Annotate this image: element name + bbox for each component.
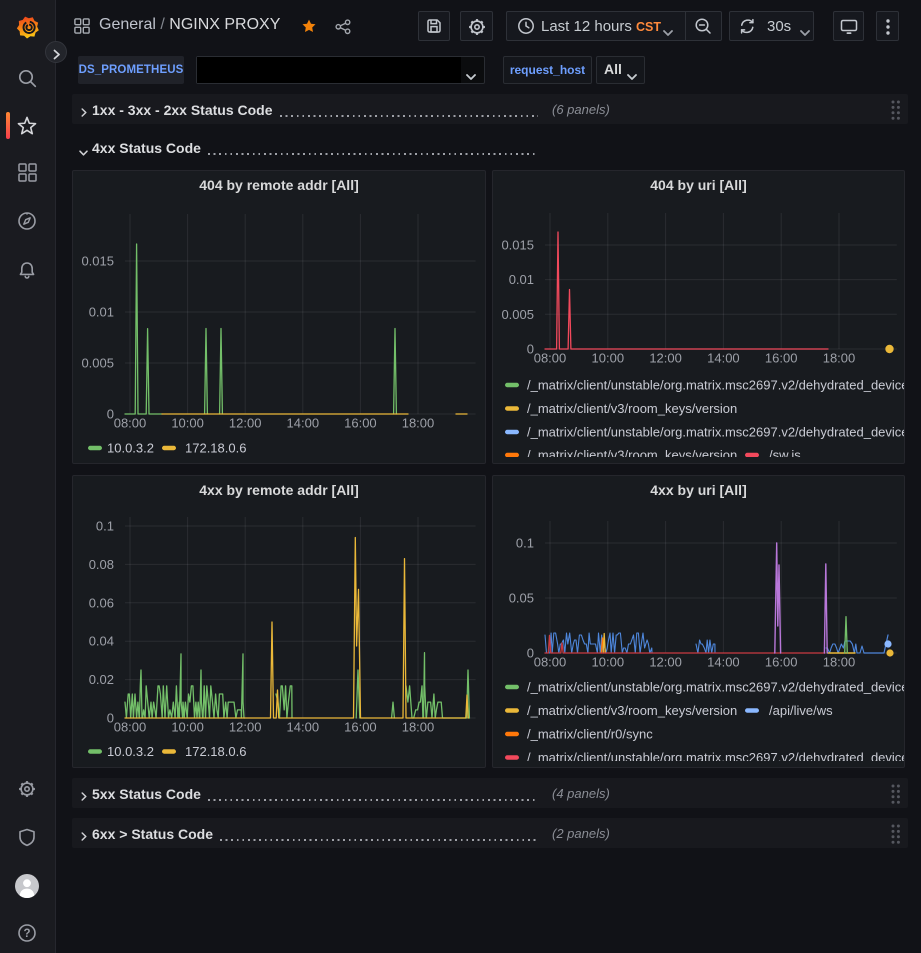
svg-text:0.05: 0.05: [509, 591, 534, 606]
svg-text:0: 0: [107, 407, 114, 422]
svg-text:08:00: 08:00: [114, 416, 147, 431]
svg-text:18:00: 18:00: [823, 351, 856, 366]
svg-text:0.005: 0.005: [501, 307, 534, 322]
svg-text:/_matrix/client/unstable/org.m: /_matrix/client/unstable/org.matrix.msc2…: [527, 378, 905, 393]
svg-text:10:00: 10:00: [171, 416, 204, 431]
svg-text:18:00: 18:00: [823, 655, 856, 670]
svg-text:18:00: 18:00: [402, 416, 435, 431]
svg-text:08:00: 08:00: [534, 655, 567, 670]
svg-text:08:00: 08:00: [534, 351, 567, 366]
svg-text:16:00: 16:00: [344, 720, 377, 735]
svg-text:14:00: 14:00: [707, 351, 740, 366]
svg-text:?: ?: [23, 928, 30, 940]
svg-text:/_matrix/client/unstable/org.m: /_matrix/client/unstable/org.matrix.msc2…: [527, 750, 905, 765]
svg-text:0.015: 0.015: [81, 254, 114, 269]
svg-text:0.02: 0.02: [89, 672, 114, 687]
svg-text:0.06: 0.06: [89, 595, 114, 610]
svg-text:10:00: 10:00: [171, 720, 204, 735]
svg-text:10.0.3.2: 10.0.3.2: [107, 441, 154, 456]
svg-text:16:00: 16:00: [765, 655, 798, 670]
svg-text:0: 0: [107, 711, 114, 726]
svg-text:14:00: 14:00: [707, 655, 740, 670]
svg-text:/_matrix/client/v3/room_keys/v: /_matrix/client/v3/room_keys/version: [527, 401, 737, 416]
svg-text:0.1: 0.1: [96, 519, 114, 534]
svg-text:0.01: 0.01: [509, 272, 534, 287]
svg-text:0.01: 0.01: [89, 305, 114, 320]
svg-text:/_matrix/client/unstable/org.m: /_matrix/client/unstable/org.matrix.msc2…: [527, 680, 905, 695]
svg-text:0.08: 0.08: [89, 557, 114, 572]
svg-text:10:00: 10:00: [592, 655, 625, 670]
svg-text:12:00: 12:00: [649, 351, 682, 366]
svg-text:172.18.0.6: 172.18.0.6: [185, 441, 246, 456]
svg-text:18:00: 18:00: [402, 720, 435, 735]
svg-text:0: 0: [527, 342, 534, 357]
svg-text:0.005: 0.005: [81, 356, 114, 371]
svg-text:16:00: 16:00: [344, 416, 377, 431]
svg-text:172.18.0.6: 172.18.0.6: [185, 744, 246, 759]
svg-text:/sw.js: /sw.js: [769, 448, 801, 463]
svg-text:/_matrix/client/v3/room_keys/v: /_matrix/client/v3/room_keys/version: [527, 703, 737, 718]
svg-text:/_matrix/client/unstable/org.m: /_matrix/client/unstable/org.matrix.msc2…: [527, 425, 905, 440]
svg-text:0.04: 0.04: [89, 634, 114, 649]
svg-text:10:00: 10:00: [592, 351, 625, 366]
svg-text:14:00: 14:00: [287, 416, 320, 431]
svg-text:12:00: 12:00: [649, 655, 682, 670]
svg-text:0.1: 0.1: [516, 536, 534, 551]
svg-text:/_matrix/client/r0/sync: /_matrix/client/r0/sync: [527, 727, 653, 742]
svg-text:0.015: 0.015: [501, 238, 534, 253]
svg-text:12:00: 12:00: [229, 416, 262, 431]
svg-text:12:00: 12:00: [229, 720, 262, 735]
svg-text:/api/live/ws: /api/live/ws: [769, 703, 833, 718]
svg-text:14:00: 14:00: [287, 720, 320, 735]
svg-text:16:00: 16:00: [765, 351, 798, 366]
svg-text:0: 0: [527, 646, 534, 661]
svg-text:10.0.3.2: 10.0.3.2: [107, 744, 154, 759]
svg-text:08:00: 08:00: [114, 720, 147, 735]
svg-text:/_matrix/client/v3/room_keys/v: /_matrix/client/v3/room_keys/version: [527, 448, 737, 463]
